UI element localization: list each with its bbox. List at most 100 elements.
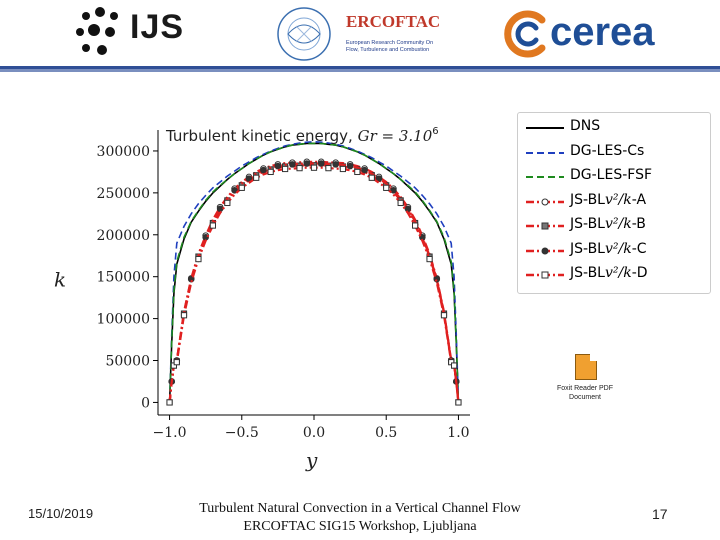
series-point-6 xyxy=(238,184,245,191)
legend-label: DG-LES-Cs xyxy=(570,142,645,159)
series-point-5 xyxy=(361,166,368,174)
series-point-6 xyxy=(224,199,231,207)
page-number: 17 xyxy=(652,506,668,522)
series-point-5 xyxy=(317,160,325,167)
series-point-6 xyxy=(412,222,419,229)
series-point-6 xyxy=(253,174,260,181)
series-point-6 xyxy=(282,165,289,173)
footer-date: 15/10/2019 xyxy=(28,506,94,521)
cerea-logo-text: cerea xyxy=(550,10,655,54)
series-point-6 xyxy=(267,168,274,176)
x-tick-label: −1.0 xyxy=(153,425,187,441)
footer-title: Turbulent Natural Convection in a Vertic… xyxy=(160,500,560,536)
attachment-label-line2: Document xyxy=(569,394,601,401)
legend-swatch xyxy=(526,247,564,254)
series-point-6 xyxy=(195,255,202,263)
ijs-logo: IJS xyxy=(72,6,202,60)
series-line-3 xyxy=(168,160,460,403)
series-point-6 xyxy=(383,184,390,191)
series-point-6 xyxy=(397,199,404,207)
footer-title-line2: ERCOFTAC SIG15 Workshop, Ljubljana xyxy=(243,519,477,534)
attachment-label-line1: Foxit Reader PDF xyxy=(556,385,614,392)
y-tick-label: 200000 xyxy=(97,228,150,244)
series-point-5 xyxy=(332,161,339,168)
legend-item: DG-LES-FSF xyxy=(518,166,708,188)
series-point-6 xyxy=(325,165,332,172)
legend-swatch xyxy=(526,127,564,129)
ercoftac-title: ERCOFTAC xyxy=(346,12,441,31)
cerea-logo: cerea xyxy=(498,6,688,62)
header-logo-bar: IJS ERCOFTAC European Research Community… xyxy=(0,0,720,68)
legend-swatch xyxy=(526,271,564,279)
series-point-6 xyxy=(426,255,433,263)
x-tick-label: 0.5 xyxy=(375,425,397,441)
legend-item: JS-BLv²/k-B xyxy=(518,215,708,237)
series-point-5 xyxy=(303,160,311,167)
y-tick-label: 100000 xyxy=(97,312,150,328)
series-point-5 xyxy=(216,205,224,213)
series-point-6 xyxy=(296,165,303,172)
y-tick-label: 150000 xyxy=(97,270,150,286)
series-point-6 xyxy=(451,362,458,369)
x-tick-label: −0.5 xyxy=(225,425,259,441)
legend-label: JS-BLv²/k-D xyxy=(570,265,648,281)
x-axis-label: y xyxy=(305,448,318,472)
plot-area xyxy=(166,140,462,406)
ijs-dots-icon xyxy=(76,7,118,55)
chart-legend: DNS DG-LES-Cs DG-LES-FSF JS-BLv²/k-A JS-BLv²… xyxy=(517,112,711,294)
series-point-5 xyxy=(260,166,267,174)
legend-label: JS-BLv²/k-A xyxy=(570,191,647,208)
series-point-6 xyxy=(354,168,361,176)
series-point-6 xyxy=(173,359,180,366)
series-line-5 xyxy=(168,162,460,403)
legend-label: JS-BLv²/k-B xyxy=(570,216,646,232)
pdf-file-icon xyxy=(575,354,597,380)
header-rule xyxy=(0,66,720,72)
series-line-2 xyxy=(168,142,460,403)
y-tick-label: 0 xyxy=(141,395,150,411)
chart-title: Turbulent kinetic energy, Gr = 3.106 xyxy=(165,126,439,145)
legend-swatch xyxy=(526,198,564,205)
y-tick-label: 300000 xyxy=(97,144,150,160)
tke-chart: 0 50000 100000 150000 200000 250000 300000 −1.0… xyxy=(54,126,470,472)
ercoftac-logo: ERCOFTAC European Research Community On … xyxy=(272,4,452,64)
attachment-label: Foxit Reader PDF Document xyxy=(545,384,625,402)
pdf-attachment[interactable]: Foxit Reader PDF Document xyxy=(545,352,625,412)
axes: 0 50000 100000 150000 200000 250000 300000 −1.0… xyxy=(97,130,470,441)
legend-label: DNS xyxy=(570,118,601,134)
series-line-6 xyxy=(168,166,460,403)
y-tick-label: 250000 xyxy=(97,186,150,202)
x-tick-label: 0.0 xyxy=(303,425,325,441)
series-point-5 xyxy=(274,162,282,170)
footer-title-line1: Turbulent Natural Convection in a Vertic… xyxy=(199,501,521,516)
legend-item: DG-LES-Cs xyxy=(518,142,708,164)
legend-item: DNS xyxy=(518,117,708,139)
series-point-6 xyxy=(166,399,173,406)
x-tick-label: 1.0 xyxy=(447,425,469,441)
series-line-4 xyxy=(168,164,460,403)
series-line-0 xyxy=(168,142,460,403)
series-point-5 xyxy=(346,162,354,170)
series-point-6 xyxy=(455,399,462,406)
series-point-5 xyxy=(375,175,383,182)
series-point-6 xyxy=(310,164,318,171)
legend-swatch xyxy=(526,176,564,178)
series-point-6 xyxy=(440,312,448,319)
series-point-5 xyxy=(404,205,412,213)
series-point-5 xyxy=(245,175,253,182)
series-point-6 xyxy=(209,222,216,229)
series-point-6 xyxy=(180,312,188,319)
legend-label: JS-BLv²/k-C xyxy=(570,240,647,257)
y-axis-label: k xyxy=(54,268,66,292)
ercoftac-subtitle: European Research Community On Flow, Tur… xyxy=(346,40,434,53)
cerea-swirl-icon xyxy=(504,10,546,58)
series-point-6 xyxy=(339,165,346,173)
series-point-5 xyxy=(390,187,397,194)
legend-item: JS-BLv²/k-C xyxy=(518,240,708,262)
legend-swatch xyxy=(526,222,564,230)
series-point-5 xyxy=(289,161,296,168)
y-tick-label: 50000 xyxy=(105,354,150,370)
legend-item: JS-BLv²/k-A xyxy=(518,191,708,213)
legend-swatch xyxy=(526,151,564,154)
legend-label: DG-LES-FSF xyxy=(570,167,653,183)
